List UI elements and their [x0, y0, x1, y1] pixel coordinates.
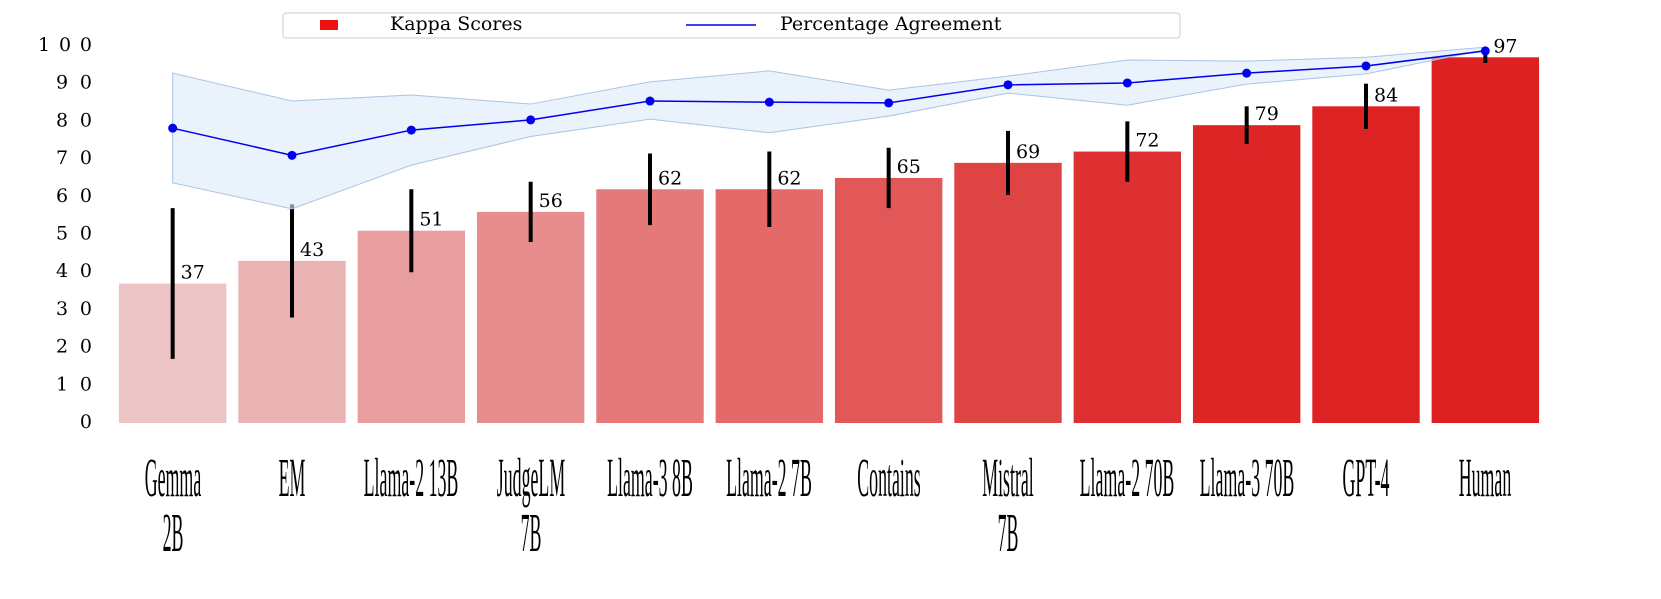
- data-label: 79: [1255, 103, 1279, 125]
- data-label: 62: [658, 167, 682, 189]
- line-point: [1242, 68, 1252, 78]
- line-point: [1361, 61, 1371, 71]
- data-label: 97: [1493, 35, 1517, 57]
- line-point: [526, 115, 536, 125]
- data-label: 51: [419, 209, 443, 231]
- x-tick-label: Llama-2 70B: [1079, 446, 1175, 510]
- line-point: [645, 96, 655, 106]
- line-point: [1122, 78, 1132, 88]
- data-label: 43: [300, 239, 324, 261]
- line-point: [1480, 46, 1490, 56]
- line-point: [884, 98, 894, 108]
- line: [172, 50, 1486, 157]
- bar: [834, 177, 943, 423]
- data-label: 72: [1135, 130, 1159, 152]
- line-point: [287, 150, 297, 160]
- bar: [1073, 151, 1182, 423]
- line-point: [168, 123, 178, 133]
- y-tick-label: 60: [56, 185, 92, 207]
- x-tick-label: Llama-2 13B: [363, 446, 459, 510]
- y-tick-label: 80: [56, 109, 92, 131]
- line-point: [1003, 80, 1013, 90]
- x-tick-label: JudgeLM 7B: [496, 446, 565, 564]
- data-label: 84: [1374, 84, 1398, 106]
- y-tick-label: 30: [56, 298, 92, 320]
- bar: [1192, 125, 1301, 424]
- legend-label: Kappa Scores: [390, 13, 522, 35]
- y-tick-label: 50: [56, 223, 92, 245]
- bar: [596, 189, 704, 423]
- y-tick-label: 100: [38, 34, 92, 56]
- bar: [715, 189, 824, 423]
- x-tick-label: Llama-3 70B: [1199, 446, 1294, 510]
- bar: [476, 211, 585, 423]
- x-tick-label: Gemma 2B: [144, 446, 201, 564]
- x-tick-label: Mistral 7B: [982, 446, 1034, 564]
- bar: [1431, 57, 1540, 424]
- y-tick-label: 90: [56, 72, 92, 94]
- bar: [1312, 106, 1420, 423]
- data-label: 37: [181, 262, 205, 284]
- y-tick-label: 0: [80, 411, 92, 433]
- x-tick-label: Llama-3 8B: [607, 446, 693, 510]
- data-label: 65: [897, 156, 921, 178]
- y-tick-label: 20: [56, 336, 92, 358]
- bar: [954, 162, 1062, 423]
- x-tick-label: Human: [1459, 446, 1512, 510]
- x-tick-label: Llama-2 7B: [726, 446, 813, 510]
- y-tick-label: 40: [56, 260, 92, 282]
- data-label: 69: [1016, 141, 1040, 163]
- y-tick-label: 70: [56, 147, 92, 169]
- data-label: 62: [777, 167, 801, 189]
- data-label: 56: [539, 190, 563, 212]
- y-tick-label: 10: [56, 373, 92, 395]
- legend-label: Percentage Agreement: [780, 13, 1002, 35]
- x-tick-label: GPT-4: [1342, 446, 1390, 510]
- legend-swatch: [320, 20, 338, 30]
- x-tick-label: Contains: [856, 446, 921, 510]
- x-tick-label: EM: [278, 446, 306, 510]
- line-point: [764, 97, 774, 107]
- line-point: [406, 125, 416, 135]
